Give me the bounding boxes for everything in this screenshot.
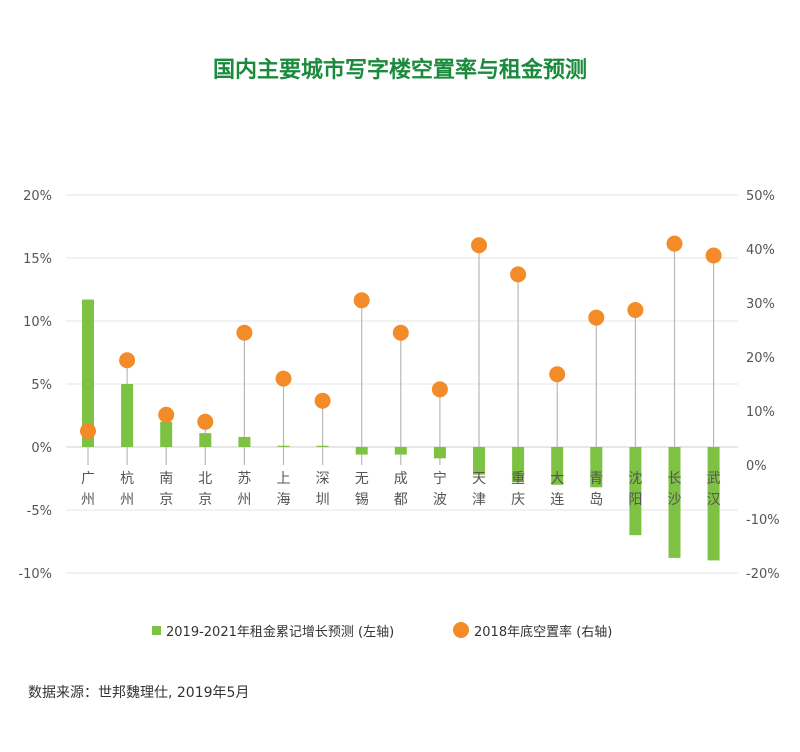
vacancy-dot — [275, 370, 292, 387]
vacancy-dot — [236, 324, 253, 341]
right-tick-label: 40% — [746, 243, 775, 258]
rent-growth-bar — [82, 299, 94, 447]
vacancy-stems — [87, 243, 715, 465]
legend-bar-swatch — [152, 626, 161, 635]
vacancy-dot — [119, 352, 136, 369]
legend-dot-label: 2018年底空置率 (右轴) — [474, 624, 612, 640]
rent-growth-bar — [668, 447, 681, 558]
rent-growth-bar — [238, 436, 251, 447]
rent-growth-bar — [707, 447, 720, 561]
category-label: 武汉 — [707, 471, 721, 508]
right-tick-label: 20% — [746, 351, 775, 366]
left-tick-label: 10% — [23, 315, 52, 330]
category-label: 长沙 — [668, 471, 682, 508]
left-tick-label: 5% — [31, 378, 52, 393]
vacancy-dot — [666, 235, 683, 252]
vacancy-dot — [471, 237, 487, 254]
vacancy-dot — [588, 309, 605, 326]
left-tick-label: -10% — [18, 567, 52, 582]
left-tick-label: 20% — [23, 189, 52, 204]
rent-growth-bar — [433, 447, 446, 459]
rent-growth-bar — [355, 447, 368, 455]
category-label: 北京 — [198, 471, 212, 508]
category-label: 青岛 — [589, 471, 603, 508]
right-tick-label: 10% — [746, 405, 775, 420]
chart-title: 国内主要城市写字楼空置率与租金预测 — [212, 58, 587, 83]
vacancy-dot — [392, 324, 409, 341]
category-label: 无锡 — [355, 471, 369, 508]
rent-growth-bar — [394, 447, 407, 455]
rent-growth-bar — [473, 447, 485, 475]
category-label: 成都 — [394, 471, 408, 508]
legend-bar-label: 2019-2021年租金累记增长预测 (左轴) — [166, 624, 394, 640]
vacancy-dot — [353, 292, 370, 309]
category-label: 沈阳 — [628, 471, 642, 508]
vacancy-dot — [197, 413, 214, 430]
rent-growth-bar — [277, 445, 290, 447]
rent-growth-bar — [629, 447, 642, 536]
source-note: 数据来源：世邦魏理仕, 2019年5月 — [28, 685, 250, 701]
left-tick-label: -5% — [27, 504, 52, 519]
gridlines — [66, 194, 738, 574]
vacancy-dot — [158, 406, 175, 423]
rent-growth-bars — [82, 299, 720, 561]
rent-growth-bar — [590, 447, 603, 488]
category-label: 宁波 — [433, 470, 447, 508]
left-tick-label: 15% — [23, 252, 52, 267]
rent-growth-bar — [551, 447, 564, 485]
right-axis-ticks: 50% 40% 30% 20% 10% 0% -10% -20% — [746, 189, 780, 582]
rent-growth-bar — [160, 421, 173, 447]
category-label: 重庆 — [511, 471, 525, 508]
right-tick-label: 30% — [746, 297, 775, 312]
category-label: 广州 — [81, 471, 95, 508]
vacancy-dot — [431, 381, 448, 398]
category-label: 上海 — [277, 471, 291, 508]
left-tick-label: 0% — [31, 441, 52, 456]
category-label: 苏州 — [237, 471, 251, 508]
vacancy-dot — [705, 247, 722, 264]
vacancy-dots — [80, 235, 722, 439]
category-label: 深圳 — [316, 471, 330, 508]
vacancy-dot — [80, 422, 96, 439]
left-axis-ticks: 20% 15% 10% 5% 0% -5% -10% — [18, 189, 52, 582]
right-tick-label: 50% — [746, 189, 775, 204]
category-label: 大连 — [550, 471, 564, 508]
legend-dot-swatch — [453, 622, 469, 638]
vacancy-dot — [627, 302, 644, 319]
vacancy-dot — [510, 266, 527, 283]
right-tick-label: -20% — [746, 567, 780, 582]
category-label: 杭州 — [120, 471, 134, 508]
rent-growth-bar — [121, 384, 134, 447]
legend: 2019-2021年租金累记增长预测 (左轴) 2018年底空置率 (右轴) — [152, 622, 612, 640]
rent-growth-bar — [199, 433, 212, 447]
vacancy-dot — [314, 392, 331, 409]
rent-growth-bar — [316, 445, 329, 447]
right-tick-label: 0% — [746, 459, 767, 474]
rent-growth-bar — [512, 447, 525, 483]
vacancy-dot — [549, 366, 566, 383]
category-label: 天津 — [472, 471, 486, 508]
category-label: 南京 — [159, 471, 173, 508]
right-tick-label: -10% — [746, 513, 780, 528]
